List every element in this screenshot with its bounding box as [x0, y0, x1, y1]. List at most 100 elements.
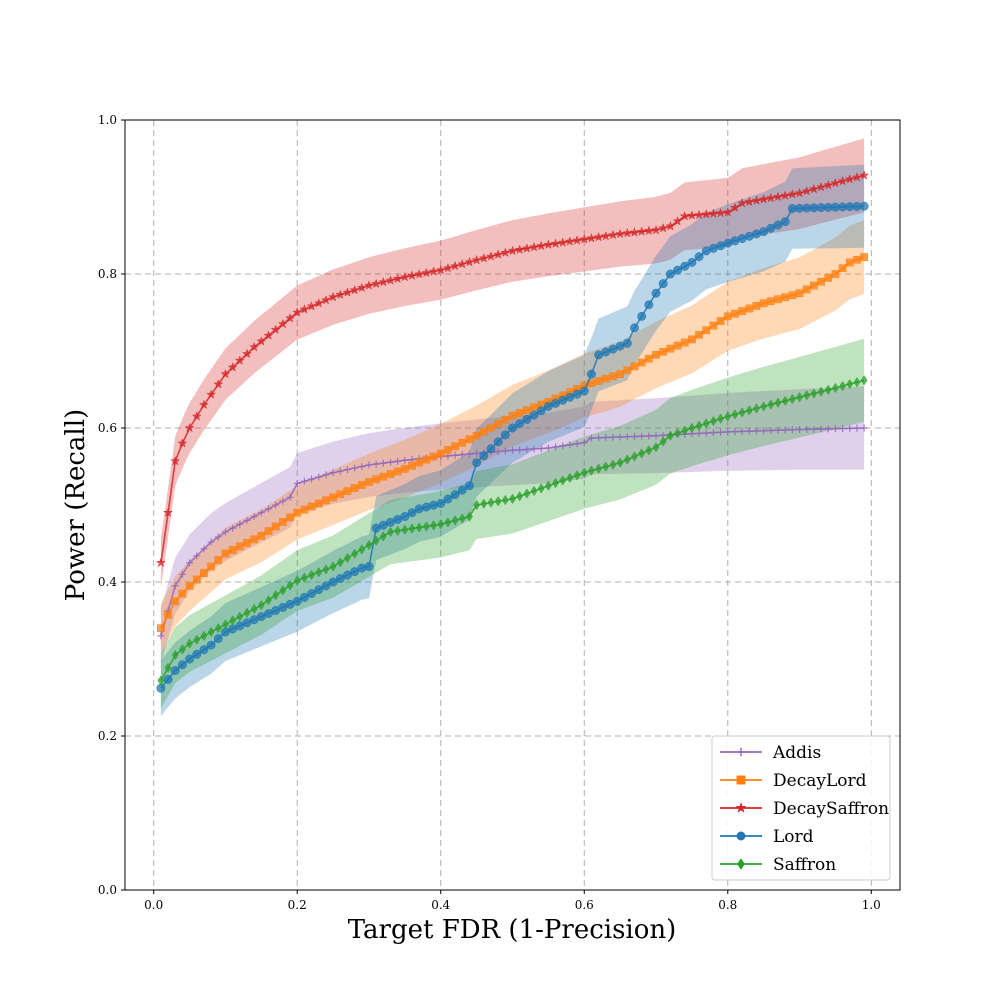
data-point: [723, 312, 732, 321]
data-point: [299, 592, 309, 602]
data-point: [781, 395, 789, 407]
data-point: [594, 377, 603, 385]
series-addis: [157, 424, 868, 640]
data-point: [523, 445, 531, 453]
data-point: [457, 485, 467, 495]
data-point: [392, 273, 403, 284]
data-point: [155, 557, 166, 568]
data-point: [823, 179, 834, 190]
data-point: [609, 459, 617, 470]
data-point: [228, 546, 237, 554]
data-point: [773, 220, 783, 230]
data-point: [171, 650, 179, 661]
data-point: [623, 433, 631, 441]
data-point: [351, 464, 359, 472]
data-point: [192, 575, 201, 584]
data-point: [758, 194, 769, 204]
data-point: [501, 447, 509, 455]
data-point: [860, 424, 868, 432]
data-point: [801, 185, 812, 196]
data-point: [788, 291, 797, 300]
data-point: [772, 191, 784, 202]
data-point: [717, 428, 725, 436]
data-point: [839, 380, 846, 392]
data-point: [536, 406, 546, 416]
legend-marker: [735, 802, 747, 813]
data-point: [615, 228, 626, 239]
data-point: [487, 497, 495, 508]
data-point: [694, 209, 705, 220]
data-point: [724, 411, 732, 422]
data-point: [580, 467, 588, 478]
data-point: [680, 338, 689, 347]
data-point: [780, 190, 791, 200]
legend-item-decaylord: DecayLord: [720, 771, 867, 791]
data-point: [185, 654, 195, 664]
data-point: [731, 309, 739, 318]
data-point: [437, 519, 445, 530]
data-point: [724, 428, 732, 436]
data-point: [493, 437, 503, 447]
data-point: [658, 222, 669, 233]
data-point: [803, 425, 811, 433]
data-point: [564, 236, 575, 246]
data-point: [401, 456, 409, 464]
data-point: [816, 181, 827, 192]
data-point: [315, 473, 323, 481]
data-point: [680, 261, 690, 271]
data-point: [365, 478, 373, 486]
data-point: [200, 630, 208, 642]
data-point: [442, 262, 453, 273]
data-point: [214, 533, 222, 541]
data-point: [451, 442, 459, 451]
data-point: [435, 264, 446, 275]
data-point: [394, 525, 402, 536]
data-point: [265, 595, 272, 606]
data-point: [487, 423, 495, 432]
data-point: [250, 513, 258, 521]
data-point: [702, 429, 710, 437]
data-point: [579, 386, 589, 396]
data-point: [191, 411, 202, 421]
data-point: [759, 227, 769, 237]
y-tick-label: 0.0: [98, 883, 117, 897]
data-point: [472, 431, 481, 440]
data-point: [767, 399, 775, 410]
y-tick-label: 0.6: [98, 421, 117, 435]
data-point: [745, 304, 754, 313]
data-point: [293, 479, 301, 487]
legend-label: Lord: [773, 827, 814, 847]
data-point: [480, 498, 488, 509]
data-point: [243, 516, 251, 524]
data-point: [279, 585, 287, 596]
data-point: [622, 338, 632, 348]
data-point: [552, 443, 560, 451]
data-point: [530, 485, 538, 497]
data-point: [802, 285, 811, 294]
data-point: [300, 477, 308, 485]
data-point: [643, 225, 654, 236]
data-point: [265, 505, 273, 513]
data-point: [329, 493, 337, 502]
data-point: [315, 567, 323, 578]
data-point: [401, 524, 409, 535]
legend-item-lord: Lord: [720, 827, 814, 847]
data-point: [329, 561, 337, 572]
data-point: [428, 266, 439, 276]
data-point: [586, 369, 596, 379]
data-point: [157, 675, 165, 686]
data-point: [241, 348, 253, 359]
data-point: [667, 430, 674, 441]
data-point: [184, 422, 195, 433]
data-point: [580, 439, 588, 447]
data-point: [658, 279, 668, 289]
data-point: [207, 626, 215, 638]
data-point: [292, 596, 302, 606]
data-point: [307, 502, 316, 511]
band-decaylord: [160, 220, 865, 653]
data-point: [243, 607, 251, 618]
data-point: [400, 512, 410, 521]
data-point: [321, 581, 331, 591]
data-point: [178, 589, 187, 598]
data-point: [415, 522, 423, 533]
